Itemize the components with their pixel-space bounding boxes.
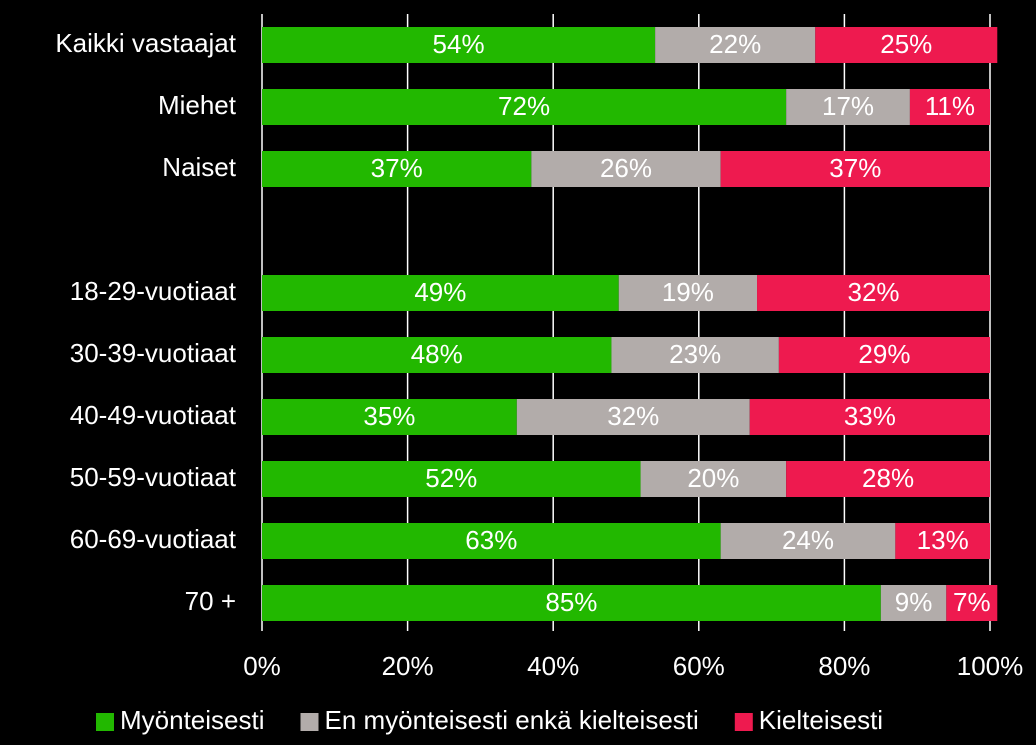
- legend-label: Myönteisesti: [120, 705, 265, 735]
- bar-segment: [262, 151, 532, 187]
- data-label: 72%: [498, 91, 550, 121]
- legend-swatch: [300, 713, 319, 731]
- bar-segment: [262, 27, 656, 63]
- bar-segment: [618, 275, 758, 311]
- data-label: 13%: [917, 525, 969, 555]
- data-label: 25%: [880, 29, 932, 59]
- data-label: 32%: [847, 277, 899, 307]
- data-label: 24%: [782, 525, 834, 555]
- data-label: 26%: [600, 153, 652, 183]
- bar-segment: [516, 399, 750, 435]
- data-label: 22%: [709, 29, 761, 59]
- legend-label: Kielteisesti: [759, 705, 883, 735]
- data-label: 28%: [862, 463, 914, 493]
- data-label: 17%: [822, 91, 874, 121]
- y-tick-label: 70 +: [185, 586, 236, 616]
- y-tick-label: 18-29-vuotiaat: [70, 276, 237, 306]
- bar-segment: [815, 27, 998, 63]
- bar-segment: [757, 275, 990, 311]
- legend-swatch: [96, 713, 114, 731]
- data-label: 35%: [363, 401, 415, 431]
- data-label: 9%: [895, 587, 933, 617]
- bar-segment: [778, 337, 990, 373]
- y-tick-label: Naiset: [162, 152, 236, 182]
- data-label: 48%: [411, 339, 463, 369]
- x-tick-label: 60%: [673, 651, 725, 681]
- bar-segment: [909, 89, 990, 125]
- bar-segment: [262, 337, 612, 373]
- bar-segment: [262, 275, 619, 311]
- data-label: 23%: [669, 339, 721, 369]
- bar-segment: [946, 585, 998, 621]
- bar-segment: [895, 523, 990, 559]
- legend-label: En myönteisesti enkä kielteisesti: [325, 705, 699, 735]
- legend-swatch: [734, 713, 753, 731]
- data-label: 19%: [662, 277, 714, 307]
- bar-segment: [880, 585, 947, 621]
- data-label: 63%: [465, 525, 517, 555]
- data-label: 33%: [844, 401, 896, 431]
- x-tick-label: 40%: [527, 651, 579, 681]
- data-label: 49%: [414, 277, 466, 307]
- data-label: 32%: [607, 401, 659, 431]
- bar-segment: [611, 337, 779, 373]
- bar-segment: [720, 523, 896, 559]
- x-tick-label: 0%: [243, 651, 281, 681]
- y-tick-label: 50-59-vuotiaat: [70, 462, 237, 492]
- data-label: 37%: [829, 153, 881, 183]
- bar-segment: [786, 89, 910, 125]
- y-tick-label: Kaikki vastaajat: [55, 28, 236, 58]
- y-tick-label: Miehet: [158, 90, 237, 120]
- bar-segment: [655, 27, 816, 63]
- bar-segment: [749, 399, 990, 435]
- bar-segment: [640, 461, 787, 497]
- data-label: 7%: [953, 587, 991, 617]
- x-tick-label: 100%: [957, 651, 1024, 681]
- bar-segment: [786, 461, 990, 497]
- data-label: 37%: [371, 153, 423, 183]
- x-tick-label: 20%: [382, 651, 434, 681]
- data-label: 54%: [433, 29, 485, 59]
- bar-segment: [720, 151, 990, 187]
- bar-segment: [262, 461, 641, 497]
- y-tick-label: 60-69-vuotiaat: [70, 524, 237, 554]
- bar-segment: [262, 399, 517, 435]
- data-label: 85%: [545, 587, 597, 617]
- x-tick-label: 80%: [818, 651, 870, 681]
- y-tick-label: 40-49-vuotiaat: [70, 400, 237, 430]
- bar-segment: [262, 585, 881, 621]
- data-label: 52%: [425, 463, 477, 493]
- data-label: 20%: [687, 463, 739, 493]
- data-label: 29%: [858, 339, 910, 369]
- bar-segment: [262, 89, 787, 125]
- data-label: 11%: [925, 91, 975, 121]
- y-tick-label: 30-39-vuotiaat: [70, 338, 237, 368]
- bar-segment: [262, 523, 721, 559]
- bar-segment: [531, 151, 721, 187]
